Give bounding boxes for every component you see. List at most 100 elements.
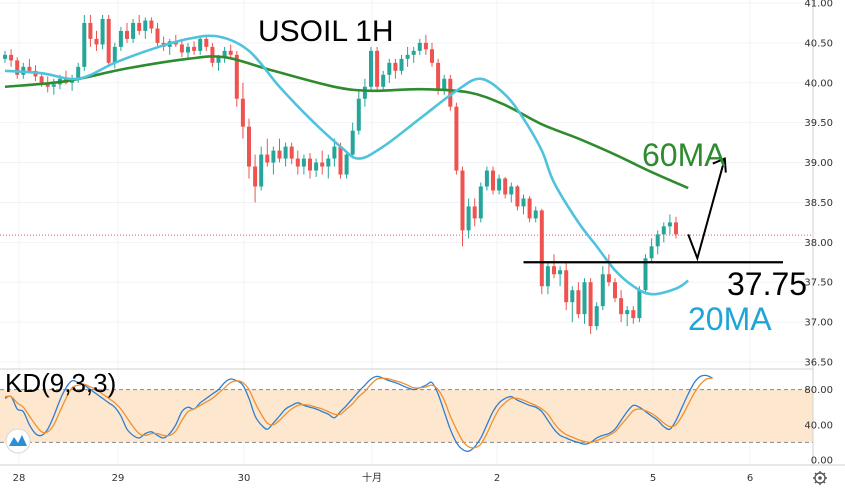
candle [125, 22, 129, 43]
kd-k-line [4, 374, 713, 452]
candle [625, 306, 630, 327]
candle [271, 146, 276, 175]
candle [210, 42, 215, 67]
time-axis-tick: 29 [112, 473, 125, 484]
candle [491, 166, 495, 195]
time-axis-tick: 十月 [362, 471, 382, 484]
candle [667, 214, 672, 235]
candle [588, 278, 593, 335]
candle [314, 158, 319, 177]
kd-indicator-title: KD(9,3,3) [5, 368, 116, 398]
candle [332, 138, 337, 167]
candle [326, 154, 331, 179]
candlesticks [3, 14, 678, 335]
candle [192, 41, 197, 55]
candle [240, 82, 245, 139]
candle [600, 266, 605, 311]
time-axis-tick: 2 [494, 473, 500, 484]
candle [131, 18, 136, 43]
ma60-line [4, 55, 689, 190]
kd-overbought-oversold-band [0, 389, 813, 443]
price-axis: 41.00 40.50 40.00 39.50 39.00 38.50 38.00 37.50… [804, 0, 833, 369]
time-axis-tick: 6 [747, 473, 753, 484]
candle [179, 38, 184, 58]
kd-axis-tick: 40.00 [804, 420, 833, 431]
candle [375, 46, 380, 91]
candle [259, 146, 264, 191]
candle [539, 208, 544, 295]
candle [283, 142, 288, 167]
price-axis-tick: 37.00 [804, 318, 833, 329]
candle [643, 254, 648, 295]
candle [247, 118, 251, 179]
settings-gear-icon[interactable] [813, 471, 827, 485]
candle [143, 17, 148, 39]
candle [344, 150, 349, 179]
candle [466, 198, 471, 239]
kd-axis-tick: 0.00 [811, 456, 833, 467]
candle [301, 154, 306, 175]
candle [155, 22, 160, 47]
ma60-label: 60MA [642, 137, 726, 173]
candle [637, 286, 642, 323]
candle [558, 266, 563, 287]
candle [521, 194, 526, 215]
candle [594, 302, 599, 331]
candle [356, 90, 361, 135]
candle [497, 174, 502, 195]
candle [631, 306, 636, 324]
candle [289, 142, 294, 165]
candle [308, 152, 312, 179]
candle [106, 14, 111, 67]
candle [228, 44, 233, 59]
kd-d-line [4, 377, 713, 449]
candle [442, 74, 447, 95]
candle [527, 196, 532, 223]
candle [613, 278, 617, 303]
candle [405, 46, 410, 67]
candle [417, 38, 422, 55]
candle [15, 57, 20, 79]
candle [51, 78, 56, 95]
candle [320, 150, 325, 175]
candle [582, 278, 587, 324]
candle [277, 138, 282, 163]
candle [411, 46, 416, 63]
tradingview-logo-icon [5, 428, 31, 454]
kd-axis: 80.00 40.00 0.00 [804, 385, 833, 466]
candle [674, 216, 678, 239]
candle [381, 70, 386, 91]
candle [149, 17, 154, 34]
time-axis-tick: 30 [238, 473, 251, 484]
price-axis-tick: 41.00 [804, 0, 833, 10]
candle [265, 138, 270, 167]
kd-axis-tick: 80.00 [804, 385, 833, 396]
time-axis: 28 29 30 十月 2 5 6 [13, 471, 754, 484]
time-axis-tick: 5 [650, 473, 656, 484]
candle [295, 150, 300, 175]
candle [655, 230, 660, 255]
candle [606, 254, 611, 287]
candle [204, 34, 209, 51]
candle [3, 50, 7, 63]
candle [118, 26, 123, 51]
candle [649, 238, 654, 263]
candle [167, 38, 172, 55]
candle [350, 122, 355, 159]
price-axis-tick: 38.00 [804, 238, 833, 249]
kd-indicator-lines [4, 374, 713, 452]
candle [509, 182, 514, 203]
price-axis-tick: 38.50 [804, 198, 833, 209]
candle [472, 198, 477, 227]
chart-title: USOIL 1H [258, 15, 394, 48]
candle [387, 58, 392, 83]
candle [484, 166, 489, 191]
candle [338, 142, 343, 179]
candle [137, 14, 142, 35]
candle [253, 154, 258, 203]
candle [393, 58, 398, 79]
ma20-line [4, 34, 689, 296]
candle [503, 176, 508, 199]
price-axis-tick: 40.50 [804, 38, 833, 49]
